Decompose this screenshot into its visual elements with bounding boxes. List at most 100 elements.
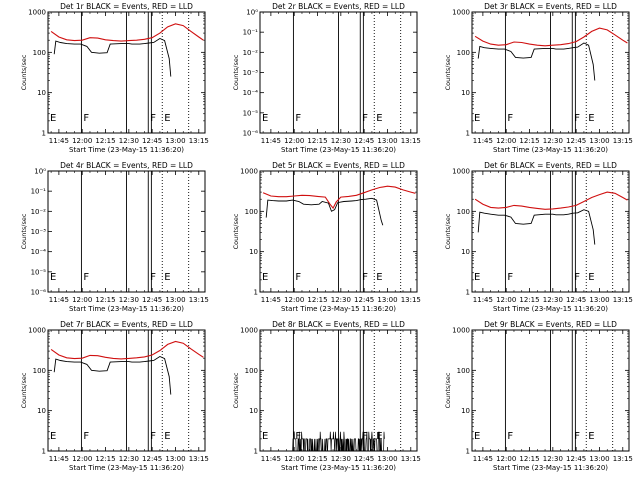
x-tick-label: 12:00 <box>496 137 516 145</box>
chart-title: Det 8r BLACK = Events, RED = LLD <box>272 320 405 329</box>
chart-title: Det 7r BLACK = Events, RED = LLD <box>60 320 193 329</box>
x-tick-label: 13:00 <box>377 296 397 304</box>
x-tick-label: 12:45 <box>354 137 374 145</box>
event-label: F <box>574 113 580 124</box>
plot-frame <box>471 170 630 293</box>
chart-panel-5: Det 5r BLACK = Events, RED = LLD 1 10 100 10… <box>232 161 421 313</box>
x-tick-label: 13:15 <box>613 455 633 463</box>
y-tick-label: 10 <box>249 248 258 256</box>
x-tick-label: 13:00 <box>165 296 185 304</box>
x-tick-label: 13:15 <box>189 455 209 463</box>
x-tick-label: 12:15 <box>519 296 539 304</box>
chart-title: Det 9r BLACK = Events, RED = LLD <box>484 320 617 329</box>
event-label: F <box>362 272 368 283</box>
x-tick-label: 12:45 <box>354 455 374 463</box>
x-axis-label: Start Time (23-May-15 11:36:20) <box>493 464 608 472</box>
lld-series-line <box>474 191 628 210</box>
event-label: F <box>362 113 368 124</box>
event-label: E <box>164 113 170 124</box>
y-tick-label: 1000 <box>28 9 46 17</box>
y-tick-label: 10⁻⁵ <box>243 109 259 117</box>
y-tick-label: 10⁻² <box>243 49 259 57</box>
x-axis-label: Start Time (23-May-15 11:36:20) <box>281 305 396 313</box>
event-label: E <box>474 431 480 442</box>
x-tick-label: 11:45 <box>261 296 281 304</box>
event-label: F <box>83 113 89 124</box>
event-label: F <box>507 113 513 124</box>
x-tick-label: 12:45 <box>142 296 162 304</box>
y-tick-label: 100 <box>33 49 46 57</box>
x-tick-label: 12:45 <box>354 296 374 304</box>
chart-title: Det 4r BLACK = Events, RED = LLD <box>60 161 193 170</box>
event-label: F <box>150 431 156 442</box>
event-label: F <box>295 272 301 283</box>
y-tick-label: 10⁻³ <box>243 69 259 77</box>
event-label: E <box>474 272 480 283</box>
chart-panel-6: Det 6r BLACK = Events, RED = LLD 1 10 100 10… <box>444 161 633 313</box>
x-tick-label: 12:00 <box>496 296 516 304</box>
x-tick-label: 12:15 <box>95 455 115 463</box>
x-tick-label: 11:45 <box>261 455 281 463</box>
y-tick-label: 10⁻⁶ <box>243 130 259 138</box>
event-label: E <box>50 113 56 124</box>
y-tick-label: 100 <box>245 208 258 216</box>
y-tick-label: 10 <box>37 89 46 97</box>
x-tick-label: 12:30 <box>543 137 563 145</box>
y-tick-label: 1 <box>42 130 46 138</box>
event-label: E <box>588 431 594 442</box>
y-tick-label: 1000 <box>452 168 470 176</box>
x-tick-label: 12:15 <box>95 137 115 145</box>
event-label: F <box>83 431 89 442</box>
event-label: E <box>588 113 594 124</box>
x-tick-label: 12:30 <box>119 137 139 145</box>
x-tick-label: 13:00 <box>377 455 397 463</box>
x-tick-label: 12:45 <box>142 137 162 145</box>
events-series-line <box>477 209 596 245</box>
y-tick-label: 10 <box>249 407 258 415</box>
x-axis-label: Start Time (23-May-15 11:36:20) <box>493 146 608 154</box>
y-tick-label: 1000 <box>452 327 470 335</box>
y-tick-label: 10⁰ <box>246 9 258 17</box>
event-label: F <box>150 272 156 283</box>
event-label: E <box>262 431 268 442</box>
plot-frame <box>471 329 630 452</box>
x-tick-label: 12:00 <box>72 137 92 145</box>
event-label: F <box>507 272 513 283</box>
x-tick-label: 12:00 <box>284 137 304 145</box>
event-label: F <box>362 431 368 442</box>
x-tick-label: 13:00 <box>165 455 185 463</box>
event-label: E <box>164 431 170 442</box>
x-tick-label: 13:15 <box>401 455 421 463</box>
x-axis-label: Start Time (23-May-15 11:36:20) <box>493 305 608 313</box>
plot-frame <box>47 11 206 134</box>
event-label: E <box>50 431 56 442</box>
y-tick-label: 100 <box>245 367 258 375</box>
y-tick-label: 100 <box>457 49 470 57</box>
lld-series-line <box>50 340 204 360</box>
y-tick-label: 100 <box>33 367 46 375</box>
y-tick-label: 10⁻⁴ <box>243 89 259 97</box>
y-axis-label: Counts/sec <box>20 213 28 249</box>
x-tick-label: 12:15 <box>307 455 327 463</box>
x-tick-label: 12:00 <box>284 296 304 304</box>
chart-title: Det 2r BLACK = Events, RED = LLD <box>272 2 405 11</box>
event-label: E <box>262 113 268 124</box>
event-label: E <box>376 113 382 124</box>
y-tick-label: 1000 <box>452 9 470 17</box>
y-tick-label: 10 <box>37 407 46 415</box>
x-tick-label: 12:45 <box>566 296 586 304</box>
chart-panel-9: Det 9r BLACK = Events, RED = LLD 1 10 100 10… <box>444 320 633 472</box>
x-tick-label: 12:30 <box>119 455 139 463</box>
lld-series-line <box>50 23 204 42</box>
x-axis-label: Start Time (23-May-15 11:36:20) <box>69 305 184 313</box>
plot-frame <box>259 11 418 134</box>
x-tick-label: 13:00 <box>589 296 609 304</box>
y-axis-label: Counts/sec <box>232 372 240 408</box>
y-tick-label: 1 <box>466 130 470 138</box>
y-tick-label: 10⁻² <box>31 208 47 216</box>
x-tick-label: 11:45 <box>49 296 69 304</box>
y-tick-label: 1000 <box>240 168 258 176</box>
y-tick-label: 10 <box>461 89 470 97</box>
lld-series-line <box>262 185 416 210</box>
